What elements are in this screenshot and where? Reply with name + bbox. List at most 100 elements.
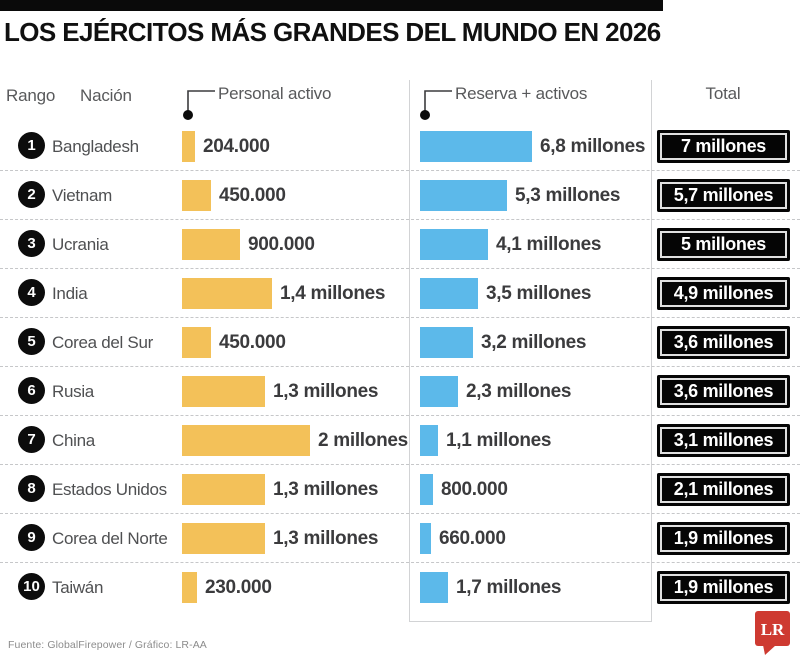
column-divider-right bbox=[651, 80, 652, 622]
table-row: 5 Corea del Sur 450.000 3,2 millones 3,6… bbox=[0, 318, 800, 367]
rank-badge: 7 bbox=[18, 426, 45, 453]
table-row: 7 China 2 millones 1,1 millones 3,1 mill… bbox=[0, 416, 800, 465]
reserve-value: 6,8 millones bbox=[540, 136, 646, 157]
active-value: 2 millones bbox=[318, 430, 408, 451]
reserve-bar bbox=[420, 474, 433, 505]
active-bar bbox=[182, 229, 240, 260]
rank-badge: 3 bbox=[18, 230, 45, 257]
nation-label: Estados Unidos bbox=[52, 480, 167, 499]
active-value: 1,3 millones bbox=[273, 528, 379, 549]
lr-logo-icon: LR bbox=[755, 611, 790, 655]
active-bar bbox=[182, 278, 272, 309]
rank-badge: 6 bbox=[18, 377, 45, 404]
active-bar bbox=[182, 376, 265, 407]
reserve-value: 3,5 millones bbox=[486, 283, 592, 304]
table-row: 9 Corea del Norte 1,3 millones 660.000 1… bbox=[0, 514, 800, 563]
active-bar bbox=[182, 327, 211, 358]
total-badge: 4,9 millones bbox=[657, 277, 790, 310]
active-value: 900.000 bbox=[248, 234, 315, 255]
column-header-nation: Nación bbox=[80, 86, 132, 105]
active-value: 204.000 bbox=[203, 136, 270, 157]
lr-logo: LR bbox=[753, 610, 793, 656]
nation-label: Rusia bbox=[52, 382, 94, 401]
reserve-bar bbox=[420, 572, 448, 603]
total-badge: 3,1 millones bbox=[657, 424, 790, 457]
source-credit: Fuente: GlobalFirepower / Gráfico: LR-AA bbox=[8, 639, 207, 651]
reserve-bar bbox=[420, 376, 458, 407]
active-bar bbox=[182, 131, 195, 162]
reserve-value: 3,2 millones bbox=[481, 332, 587, 353]
reserve-bar bbox=[420, 180, 507, 211]
callout-elbow-icon bbox=[420, 90, 452, 120]
nation-label: Taiwán bbox=[52, 578, 104, 597]
active-bar bbox=[182, 572, 197, 603]
nation-label: China bbox=[52, 431, 95, 450]
table-body: 1 Bangladesh 204.000 6,8 millones 7 mill… bbox=[0, 122, 800, 612]
lr-logo-text: LR bbox=[761, 620, 785, 639]
total-badge: 1,9 millones bbox=[657, 522, 790, 555]
rank-badge: 1 bbox=[18, 132, 45, 159]
active-bar bbox=[182, 425, 310, 456]
total-badge: 3,6 millones bbox=[657, 375, 790, 408]
column-header-rank: Rango bbox=[6, 86, 56, 105]
total-badge: 5 millones bbox=[657, 228, 790, 261]
table-row: 10 Taiwán 230.000 1,7 millones 1,9 millo… bbox=[0, 563, 800, 612]
table-row: 8 Estados Unidos 1,3 millones 800.000 2,… bbox=[0, 465, 800, 514]
reserve-column-bottom-rule bbox=[409, 621, 652, 622]
reserve-column-callout: Reserva + activos bbox=[420, 83, 640, 123]
reserve-value: 2,3 millones bbox=[466, 381, 572, 402]
active-value: 1,3 millones bbox=[273, 479, 379, 500]
column-header-total: Total bbox=[705, 84, 741, 103]
nation-label: India bbox=[52, 284, 88, 303]
nation-label: Vietnam bbox=[52, 186, 112, 205]
nation-label: Corea del Norte bbox=[52, 529, 168, 548]
active-value: 1,3 millones bbox=[273, 381, 379, 402]
active-value: 450.000 bbox=[219, 332, 286, 353]
reserve-value: 1,1 millones bbox=[446, 430, 552, 451]
active-bar bbox=[182, 474, 265, 505]
table-row: 3 Ucrania 900.000 4,1 millones 5 millone… bbox=[0, 220, 800, 269]
column-divider-left bbox=[409, 80, 410, 622]
active-bar bbox=[182, 180, 211, 211]
active-bar bbox=[182, 523, 265, 554]
nation-label: Corea del Sur bbox=[52, 333, 153, 352]
reserve-value: 1,7 millones bbox=[456, 577, 562, 598]
column-header-reserve: Reserva + activos bbox=[455, 84, 588, 103]
table-row: 2 Vietnam 450.000 5,3 millones 5,7 millo… bbox=[0, 171, 800, 220]
total-badge: 5,7 millones bbox=[657, 179, 790, 212]
nation-label: Bangladesh bbox=[52, 137, 139, 156]
total-badge: 2,1 millones bbox=[657, 473, 790, 506]
active-column-callout: Personal activo bbox=[183, 83, 403, 123]
reserve-bar bbox=[420, 327, 473, 358]
reserve-bar bbox=[420, 229, 488, 260]
column-header-active: Personal activo bbox=[218, 84, 332, 103]
rank-badge: 4 bbox=[18, 279, 45, 306]
reserve-bar bbox=[420, 425, 438, 456]
top-accent-bar bbox=[0, 0, 663, 11]
reserve-bar bbox=[420, 278, 478, 309]
active-value: 450.000 bbox=[219, 185, 286, 206]
table-row: 6 Rusia 1,3 millones 2,3 millones 3,6 mi… bbox=[0, 367, 800, 416]
table-row: 4 India 1,4 millones 3,5 millones 4,9 mi… bbox=[0, 269, 800, 318]
callout-elbow-icon bbox=[183, 90, 215, 120]
rank-badge: 9 bbox=[18, 524, 45, 551]
reserve-value: 660.000 bbox=[439, 528, 506, 549]
total-badge: 1,9 millones bbox=[657, 571, 790, 604]
rank-badge: 10 bbox=[18, 573, 45, 600]
reserve-value: 800.000 bbox=[441, 479, 508, 500]
reserve-value: 5,3 millones bbox=[515, 185, 621, 206]
rank-badge: 5 bbox=[18, 328, 45, 355]
total-badge: 7 millones bbox=[657, 130, 790, 163]
active-value: 1,4 millones bbox=[280, 283, 386, 304]
nation-label: Ucrania bbox=[52, 235, 109, 254]
reserve-bar bbox=[420, 523, 431, 554]
reserve-bar bbox=[420, 131, 532, 162]
reserve-value: 4,1 millones bbox=[496, 234, 602, 255]
rank-badge: 2 bbox=[18, 181, 45, 208]
table-row: 1 Bangladesh 204.000 6,8 millones 7 mill… bbox=[0, 122, 800, 171]
rank-badge: 8 bbox=[18, 475, 45, 502]
total-badge: 3,6 millones bbox=[657, 326, 790, 359]
page-title: LOS EJÉRCITOS MÁS GRANDES DEL MUNDO EN 2… bbox=[4, 17, 661, 47]
active-value: 230.000 bbox=[205, 577, 272, 598]
